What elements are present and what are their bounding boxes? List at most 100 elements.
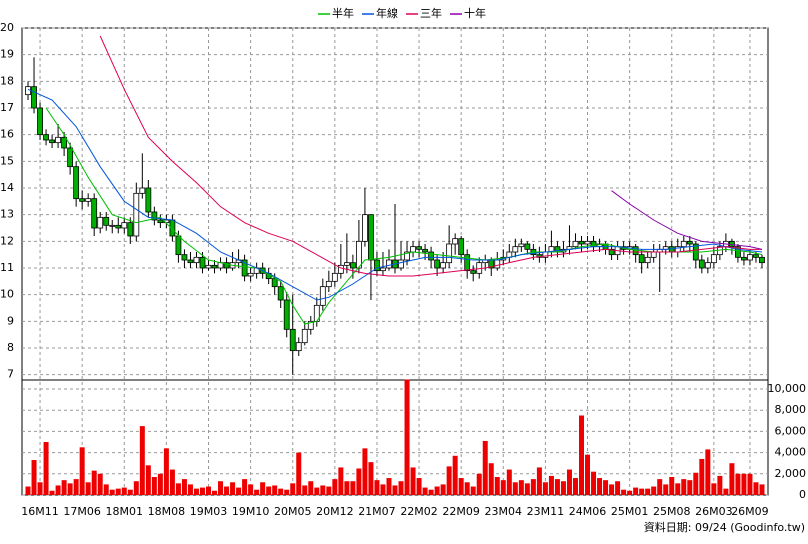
volume-bar <box>109 489 115 495</box>
volume-bar <box>633 487 639 495</box>
volume-bar <box>494 476 500 495</box>
candle-body <box>398 259 404 269</box>
candle-body <box>356 240 362 269</box>
y-tick-label: 18 <box>0 74 14 87</box>
candle-body <box>644 256 651 264</box>
volume-bar <box>302 485 308 495</box>
candle-body <box>362 214 368 242</box>
volume-bar <box>524 483 530 495</box>
candle-body <box>698 259 705 269</box>
volume-bar <box>115 488 121 495</box>
candle-body <box>61 136 68 149</box>
volume-bar <box>560 481 566 495</box>
candle-body <box>295 342 302 352</box>
candle-body <box>343 262 350 266</box>
volume-bar <box>747 473 753 495</box>
x-tick-label: 20M12 <box>316 505 354 518</box>
moving-average-line <box>27 88 763 301</box>
candle-body <box>187 259 194 264</box>
candle-body <box>464 254 471 272</box>
volume-bar <box>193 488 199 495</box>
candle-body <box>271 278 278 288</box>
candle-body <box>319 286 326 306</box>
volume-bar <box>43 442 49 495</box>
volume-bar <box>518 480 524 495</box>
volume-bar <box>717 475 723 495</box>
candle-body <box>524 243 531 250</box>
volume-bar <box>512 482 518 495</box>
volume-bar <box>753 482 759 495</box>
volume-bar <box>266 486 272 495</box>
candle-body <box>747 254 753 261</box>
volume-bar <box>476 473 482 495</box>
volume-bar <box>230 482 236 495</box>
volume-bar <box>554 479 560 495</box>
volume-bar <box>91 470 97 495</box>
x-tick-label: 19M03 <box>190 505 228 518</box>
volume-bar <box>705 449 711 495</box>
candle-body <box>277 286 284 301</box>
volume-bar <box>566 469 572 495</box>
candle-body <box>410 246 416 253</box>
x-tick-label: 26M09 <box>731 505 769 518</box>
candle-body <box>91 198 98 229</box>
candle-body <box>223 262 230 269</box>
volume-bar <box>380 484 386 495</box>
y-tick-label: 12 <box>0 234 14 247</box>
volume-bar <box>591 471 597 495</box>
candle-body <box>247 272 254 277</box>
x-tick-label: 16M11 <box>21 505 59 518</box>
volume-bar <box>440 484 446 495</box>
volume-bar <box>464 482 470 495</box>
candle-body <box>572 240 579 248</box>
volume-bar <box>452 455 458 495</box>
volume-bar <box>284 489 290 495</box>
legend-label: 三年 <box>420 6 442 20</box>
y2-tick-label: 4,000 <box>775 446 807 459</box>
volume-bar <box>482 440 488 495</box>
candle-body <box>404 251 410 261</box>
candle-body <box>452 238 459 245</box>
y2-tick-label: 2,000 <box>775 467 807 480</box>
volume-bar <box>199 487 205 495</box>
candle-body <box>512 246 519 253</box>
volume-bar <box>675 483 681 495</box>
candle-body <box>37 107 43 136</box>
candle-body <box>211 264 218 269</box>
volume-bar <box>362 448 368 495</box>
volume-bar <box>175 483 181 495</box>
candle-body <box>470 270 477 274</box>
volume-bar <box>542 482 548 495</box>
candle-body <box>115 224 122 229</box>
volume-bar <box>248 484 254 495</box>
candle-body <box>735 246 741 258</box>
candle-body <box>458 238 465 256</box>
volume-bar <box>368 462 374 495</box>
volume-bar <box>151 476 157 495</box>
volume-bar <box>326 486 332 495</box>
volume-bar <box>579 415 584 495</box>
x-tick-label: 18M01 <box>106 505 144 518</box>
candle-body <box>368 214 374 261</box>
volume-bar <box>314 487 320 495</box>
y-tick-label: 13 <box>0 208 14 221</box>
volume-bar <box>320 485 326 495</box>
x-tick-label: 26M03 <box>695 505 733 518</box>
volume-bar <box>392 485 398 495</box>
candle-body <box>127 222 134 237</box>
candle-body <box>175 235 182 256</box>
volume-bar <box>103 484 109 495</box>
candle-body <box>518 243 525 248</box>
y2-tick-label: 10,000 <box>768 382 807 395</box>
legend-label: 十年 <box>464 6 486 20</box>
y-tick-label: 17 <box>0 101 14 114</box>
volume-bar <box>615 481 621 495</box>
candle-body <box>428 251 434 261</box>
candle-body <box>49 139 55 144</box>
x-tick-label: 22M02 <box>400 505 438 518</box>
volume-bar <box>127 489 133 495</box>
volume-bar <box>651 486 657 495</box>
volume-bar <box>404 379 410 495</box>
